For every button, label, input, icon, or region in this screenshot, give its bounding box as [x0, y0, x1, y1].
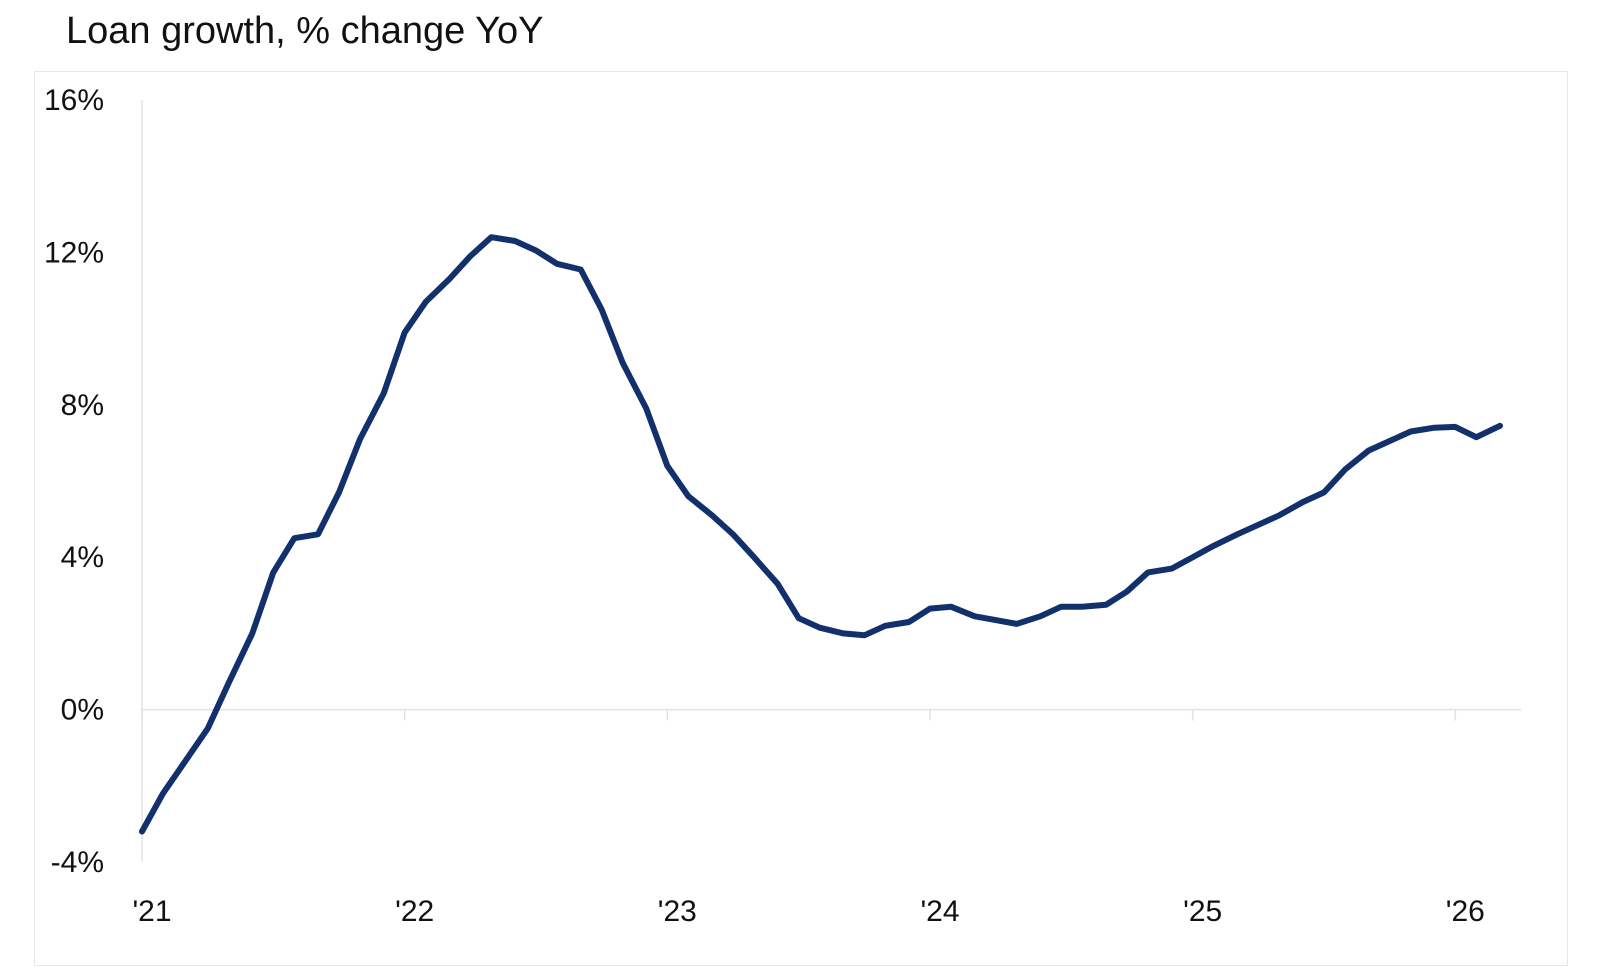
series-layer — [139, 234, 1503, 835]
x-tick-label: '25 — [1183, 895, 1222, 928]
y-tick-label: -4% — [51, 846, 104, 879]
y-tick-label: 4% — [61, 541, 104, 574]
y-tick-label: 16% — [44, 84, 104, 117]
tick-labels: 16% 12% 8% 4% 0% -4% '21 '22 '23 '24 '25 '26 — [44, 84, 1485, 928]
series-line — [139, 234, 1503, 835]
y-tick-label: 8% — [61, 389, 104, 422]
y-tick-label: 12% — [44, 236, 104, 269]
chart-frame — [34, 71, 1568, 966]
chart-title: Loan growth, % change YoY — [66, 10, 544, 52]
x-tick-label: '23 — [658, 895, 697, 928]
x-tick-label: '26 — [1446, 895, 1485, 928]
x-tick-label: '24 — [920, 895, 959, 928]
axes — [141, 100, 1521, 862]
y-tick-label: 0% — [61, 694, 104, 727]
x-tick-label: '22 — [395, 895, 434, 928]
x-tick-label: '21 — [132, 895, 171, 928]
